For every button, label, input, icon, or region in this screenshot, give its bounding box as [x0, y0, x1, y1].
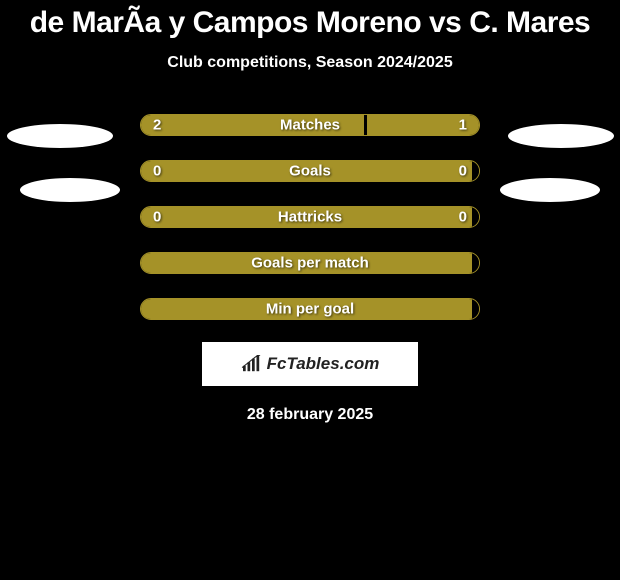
player-marker-left: [7, 124, 113, 148]
stat-bar-gap: [472, 253, 479, 273]
page-subtitle: Club competitions, Season 2024/2025: [0, 54, 620, 72]
stat-bar-label: Goals: [289, 163, 331, 180]
stat-bar-gap: [472, 207, 479, 227]
stat-bar-track: Hattricks 0 0: [140, 206, 480, 228]
stat-bar-track: Goals per match: [140, 252, 480, 274]
stat-value-left: 0: [153, 163, 161, 180]
stat-bar-label: Goals per match: [251, 255, 369, 272]
player-marker-right: [508, 124, 614, 148]
stat-row: Hattricks 0 0: [0, 206, 620, 228]
stat-row: Min per goal: [0, 298, 620, 320]
date-text: 28 february 2025: [0, 406, 620, 424]
logo-box: FcTables.com: [202, 342, 418, 386]
bar-chart-icon: [241, 355, 263, 373]
page-title: de MarÃ­a y Campos Moreno vs C. Mares: [0, 0, 620, 40]
stat-bar-label: Hattricks: [278, 209, 342, 226]
stat-bar-gap: [472, 299, 479, 319]
stat-value-left: 2: [153, 117, 161, 134]
player-marker-right: [500, 178, 600, 202]
stat-bar-track: Goals 0 0: [140, 160, 480, 182]
stat-bar-label: Matches: [280, 117, 340, 134]
logo-text: FcTables.com: [267, 354, 380, 374]
stat-bar-gap: [472, 161, 479, 181]
stat-value-right: 0: [459, 163, 467, 180]
stat-bar-track: Matches 2 1: [140, 114, 480, 136]
stat-value-left: 0: [153, 209, 161, 226]
stat-bar-label: Min per goal: [266, 301, 354, 318]
stat-value-right: 1: [459, 117, 467, 134]
stat-value-right: 0: [459, 209, 467, 226]
stat-row: Goals per match: [0, 252, 620, 274]
player-marker-left: [20, 178, 120, 202]
stat-bar-track: Min per goal: [140, 298, 480, 320]
comparison-infographic: de MarÃ­a y Campos Moreno vs C. Mares Cl…: [0, 0, 620, 580]
